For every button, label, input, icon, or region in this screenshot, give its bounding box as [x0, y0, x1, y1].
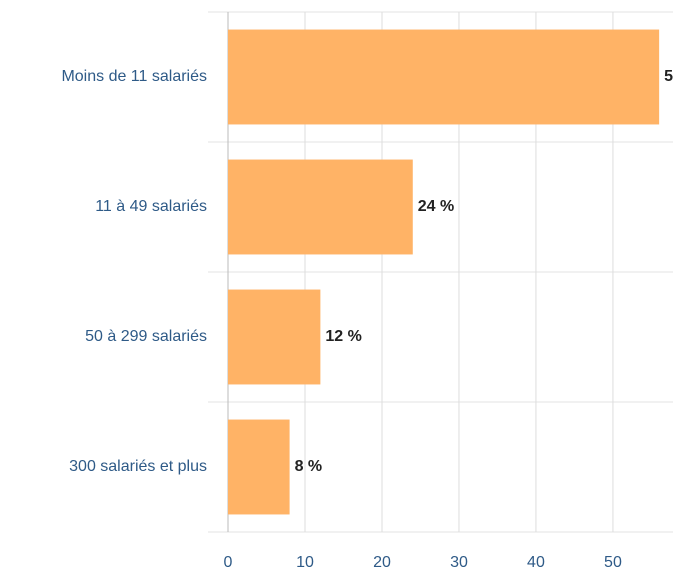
bar [228, 159, 413, 255]
value-label: 12 % [325, 328, 361, 345]
value-label: 24 % [418, 198, 454, 215]
value-label: 8 % [295, 458, 323, 475]
x-tick-label: 20 [373, 554, 391, 571]
x-tick-label: 0 [224, 554, 233, 571]
bar [228, 289, 321, 385]
category-label: 50 à 299 salariés [85, 328, 207, 345]
x-tick-label: 40 [527, 554, 545, 571]
bar [228, 419, 290, 515]
x-tick-label: 50 [604, 554, 622, 571]
x-tick-label: 30 [450, 554, 468, 571]
bar [228, 29, 660, 125]
category-label: 300 salariés et plus [69, 458, 207, 475]
category-label: Moins de 11 salariés [61, 68, 207, 85]
category-label: 11 à 49 salariés [95, 198, 207, 215]
x-tick-label: 10 [296, 554, 314, 571]
value-label: 56 % [664, 68, 673, 85]
